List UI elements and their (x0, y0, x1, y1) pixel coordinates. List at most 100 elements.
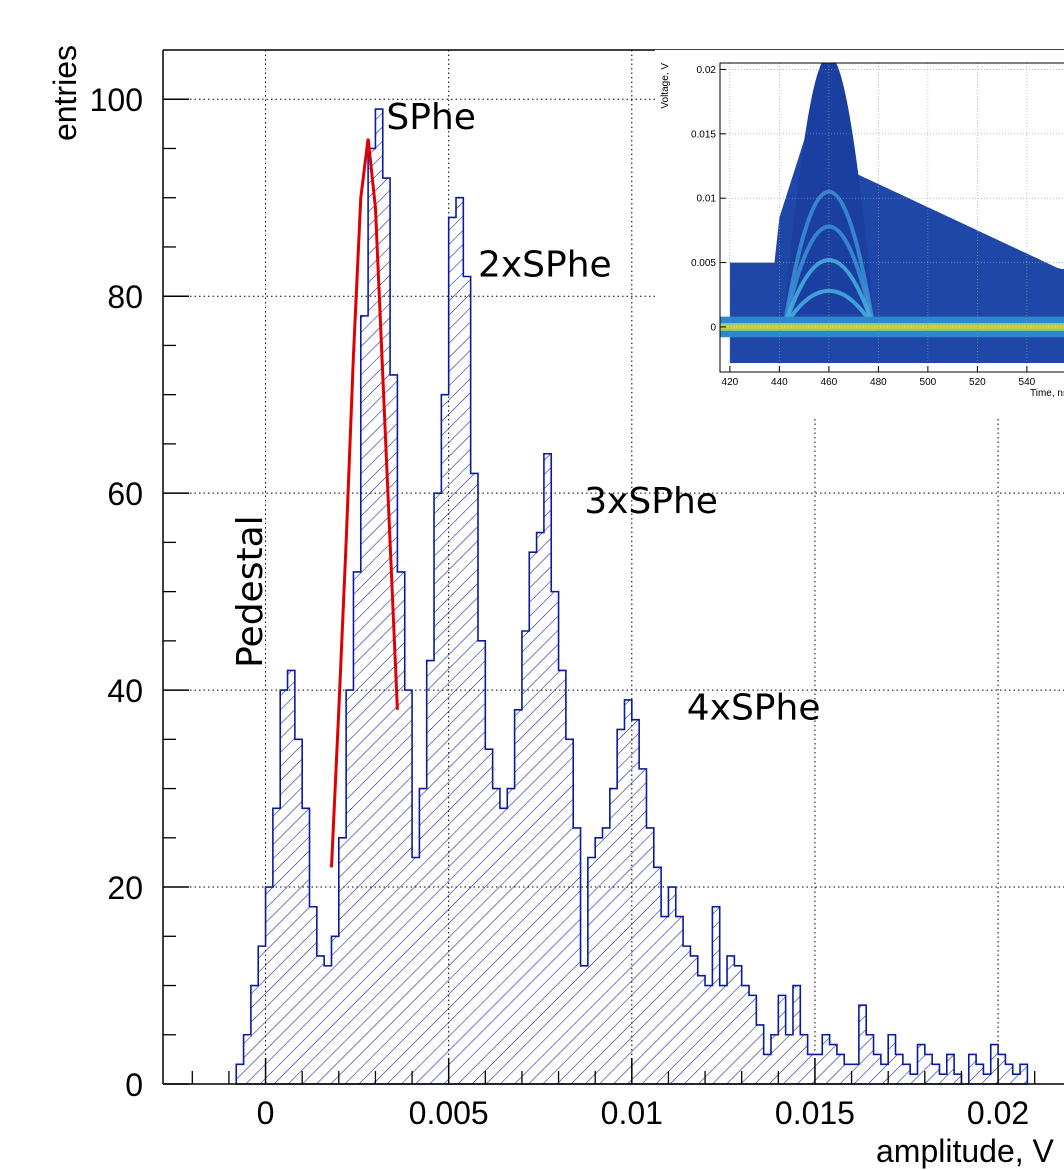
histogram-bin (280, 690, 287, 1084)
histogram-bin (888, 1035, 895, 1084)
histogram-bin (866, 1035, 873, 1084)
x-tick-label: 0.02 (967, 1095, 1029, 1131)
histogram-bin (822, 1035, 829, 1084)
annotation-label: SPhe (386, 97, 476, 138)
histogram-bin (500, 808, 507, 1084)
histogram-bin (368, 148, 375, 1084)
histogram-bin (273, 808, 280, 1084)
inset-plot-area (720, 63, 1064, 372)
histogram-bin (1013, 1074, 1020, 1084)
inset-x-tick-label: 440 (771, 377, 788, 388)
histogram-bin (236, 1064, 243, 1084)
inset-frame (719, 62, 1064, 373)
histogram-bin (639, 769, 646, 1084)
y-tick-label: 100 (90, 82, 143, 118)
histogram-bin (559, 670, 566, 1084)
histogram-bin (690, 956, 697, 1084)
histogram-bin (551, 592, 558, 1084)
y-axis-label: entries (47, 45, 83, 141)
histogram-bin (449, 217, 456, 1084)
histogram-bin (764, 1054, 771, 1084)
histogram-bin (991, 1045, 998, 1084)
histogram-bin (830, 1045, 837, 1084)
annotation-label: Pedestal (230, 515, 271, 668)
histogram-bin (471, 473, 478, 1084)
inset-x-axis-label: Time, ns (1030, 388, 1064, 399)
histogram-bin (756, 1025, 763, 1084)
histogram-bin (720, 986, 727, 1084)
histogram-bin (361, 316, 368, 1084)
histogram-bin (266, 887, 273, 1084)
annotations: SPhe 2xSPhe 3xSPhe 4xSPhe Pedestal (230, 97, 820, 729)
histogram-bin (852, 1064, 859, 1084)
axes: 0 20 40 60 80 100 0 0.005 0.01 0.015 0.02 entries am… (47, 45, 1064, 1169)
histogram-bin (244, 1035, 251, 1084)
histogram-bin (595, 838, 602, 1084)
x-tick-label: 0 (257, 1095, 275, 1131)
x-axis-label: amplitude, V (876, 1133, 1055, 1169)
histogram-bin (295, 739, 302, 1084)
histogram-bin (390, 375, 397, 1084)
histogram-bin (566, 739, 573, 1084)
histogram-bin (317, 956, 324, 1084)
histogram-bin (837, 1054, 844, 1084)
histogram-bin (573, 828, 580, 1084)
annotation-label: 4xSPhe (687, 688, 821, 729)
histogram-bin (683, 946, 690, 1084)
histogram-series (235, 108, 1029, 1085)
x-tick-label: 0.015 (775, 1095, 855, 1131)
inset-heatmap: 420 440 460 480 500 520 540 0 0.005 0.01 0.015 0.02… (655, 50, 1064, 416)
histogram-bin (910, 1074, 917, 1084)
histogram-bin (632, 720, 639, 1084)
histogram-bin (610, 789, 617, 1084)
inset-x-tick-label: 480 (870, 377, 887, 388)
y-tick-label: 60 (107, 476, 143, 512)
y-tick-label: 80 (107, 279, 143, 315)
histogram-bin (507, 789, 514, 1084)
histogram-bin (778, 995, 785, 1084)
histogram-bin (771, 1035, 778, 1084)
histogram-bin (786, 1035, 793, 1084)
histogram-bin (668, 887, 675, 1084)
histogram-bin (346, 690, 353, 1084)
inset-y-tick-label: 0 (710, 322, 716, 333)
histogram-bin (419, 789, 426, 1084)
histogram-bin (485, 749, 492, 1084)
histogram-bin (383, 178, 390, 1084)
histogram-bin (661, 917, 668, 1084)
histogram-bin (324, 966, 331, 1084)
histogram-bin (896, 1054, 903, 1084)
histogram-bin (881, 1064, 888, 1084)
y-tick-label: 40 (107, 673, 143, 709)
histogram-bin (258, 946, 265, 1084)
histogram-bin (859, 1005, 866, 1084)
histogram-bin (705, 986, 712, 1084)
fit-curve-series (329, 138, 399, 868)
histogram-bin (727, 956, 734, 1084)
histogram-bin (712, 907, 719, 1084)
histogram-bin (903, 1064, 910, 1084)
inset-amplitude-arc (782, 288, 876, 328)
histogram-bin (441, 395, 448, 1084)
histogram-bin (522, 631, 529, 1084)
histogram-bin (405, 690, 412, 1084)
histogram-bin (493, 789, 500, 1084)
inset-y-tick-label: 0.01 (697, 194, 717, 205)
histogram-bin (1020, 1064, 1027, 1084)
histogram-bin (917, 1045, 924, 1084)
histogram-bin (331, 936, 338, 1084)
histogram-bin (588, 858, 595, 1084)
inset-y-axis-label: Voltage, V (660, 63, 671, 109)
histogram-bin (998, 1054, 1005, 1084)
inset-amplitude-arc (782, 258, 876, 328)
histogram-bin (676, 917, 683, 1084)
histogram-bin (427, 661, 434, 1084)
histogram-bin (969, 1054, 976, 1084)
inset-y-tick-label: 0.02 (697, 65, 717, 76)
histogram-bin (463, 276, 470, 1084)
x-tick-label: 0.005 (409, 1095, 489, 1131)
histogram-bin (734, 966, 741, 1084)
x-tick-label: 0.01 (601, 1095, 663, 1131)
histogram-bin (529, 552, 536, 1084)
